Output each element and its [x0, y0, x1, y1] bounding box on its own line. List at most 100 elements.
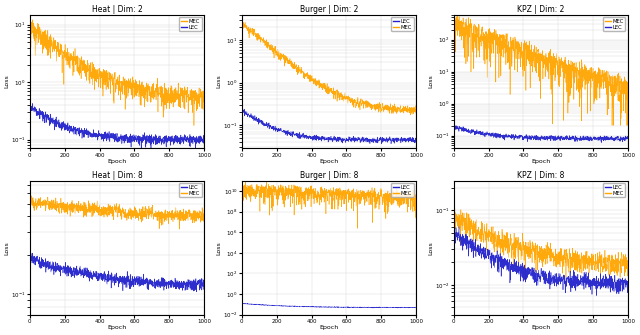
LEC: [527, 274, 534, 278]
Legend: LEC, MEC: LEC, MEC: [391, 183, 413, 197]
X-axis label: Epoch: Epoch: [108, 159, 127, 164]
LEC: [200, 280, 208, 284]
LEC: [146, 134, 154, 138]
LEC: [450, 123, 458, 127]
X-axis label: Epoch: Epoch: [531, 159, 550, 164]
MEC: [162, 93, 170, 97]
LEC: [103, 279, 111, 283]
Title: Heat | Dim: 2: Heat | Dim: 2: [92, 5, 143, 14]
LEC: [586, 285, 594, 289]
MEC: [146, 84, 154, 88]
MEC: [308, 191, 316, 195]
MEC: [103, 80, 111, 84]
MEC: [589, 263, 597, 267]
MEC: [378, 188, 385, 192]
MEC: [624, 105, 632, 109]
LEC: [308, 134, 316, 138]
MEC: [450, 26, 458, 30]
LEC: [412, 139, 420, 143]
Legend: LEC, MEC: LEC, MEC: [391, 17, 413, 31]
MEC: [520, 251, 528, 255]
Line: LEC: LEC: [242, 109, 416, 144]
LEC: [598, 141, 605, 145]
MEC: [586, 69, 594, 73]
LEC: [370, 306, 378, 310]
Line: LEC: LEC: [454, 125, 628, 143]
MEC: [450, 211, 458, 215]
MEC: [412, 199, 420, 203]
Y-axis label: Loss: Loss: [5, 75, 10, 88]
Title: KPZ | Dim: 2: KPZ | Dim: 2: [517, 5, 564, 14]
MEC: [412, 112, 420, 116]
MEC: [453, 13, 461, 17]
Y-axis label: Loss: Loss: [429, 75, 434, 88]
Y-axis label: Loss: Loss: [5, 241, 10, 255]
LEC: [44, 259, 52, 263]
Title: Burger | Dim: 2: Burger | Dim: 2: [300, 5, 358, 14]
MEC: [527, 59, 534, 63]
MEC: [103, 206, 111, 210]
LEC: [374, 140, 382, 144]
Line: MEC: MEC: [30, 196, 204, 229]
MEC: [238, 19, 246, 23]
Line: MEC: MEC: [242, 21, 416, 115]
MEC: [570, 257, 578, 261]
MEC: [238, 192, 246, 196]
LEC: [527, 135, 534, 139]
MEC: [520, 39, 528, 43]
LEC: [193, 290, 200, 294]
MEC: [97, 207, 104, 211]
Line: LEC: LEC: [30, 253, 204, 292]
X-axis label: Epoch: Epoch: [108, 325, 127, 330]
MEC: [165, 95, 173, 99]
MEC: [200, 101, 208, 105]
MEC: [44, 28, 52, 32]
MEC: [407, 113, 415, 117]
MEC: [451, 205, 459, 209]
LEC: [468, 243, 476, 247]
LEC: [138, 149, 145, 153]
LEC: [520, 263, 528, 267]
Y-axis label: Loss: Loss: [429, 241, 434, 255]
MEC: [146, 210, 154, 214]
MEC: [44, 195, 52, 199]
LEC: [238, 301, 246, 305]
Legend: LEC, MEC: LEC, MEC: [603, 183, 625, 197]
LEC: [570, 283, 577, 287]
MEC: [165, 213, 173, 217]
LEC: [450, 124, 458, 128]
LEC: [455, 224, 463, 228]
LEC: [200, 137, 208, 141]
LEC: [256, 303, 264, 307]
MEC: [377, 109, 385, 113]
LEC: [358, 306, 365, 310]
MEC: [374, 195, 382, 199]
MEC: [468, 21, 476, 25]
Line: MEC: MEC: [454, 15, 628, 125]
LEC: [315, 135, 323, 139]
MEC: [358, 192, 365, 196]
MEC: [29, 18, 36, 22]
LEC: [377, 306, 385, 310]
LEC: [239, 107, 246, 111]
LEC: [97, 134, 104, 138]
LEC: [412, 305, 420, 309]
MEC: [586, 257, 594, 261]
MEC: [97, 69, 104, 73]
MEC: [374, 105, 382, 109]
Y-axis label: Loss: Loss: [217, 241, 222, 255]
MEC: [256, 35, 264, 39]
LEC: [238, 109, 246, 113]
MEC: [589, 66, 597, 70]
LEC: [377, 136, 385, 140]
MEC: [256, 188, 264, 192]
LEC: [468, 127, 476, 131]
LEC: [26, 106, 34, 110]
Legend: MEC, LEC: MEC, LEC: [603, 17, 625, 31]
LEC: [315, 305, 323, 309]
MEC: [262, 179, 270, 183]
LEC: [374, 305, 382, 309]
MEC: [570, 68, 577, 72]
MEC: [468, 218, 476, 222]
LEC: [570, 134, 577, 138]
